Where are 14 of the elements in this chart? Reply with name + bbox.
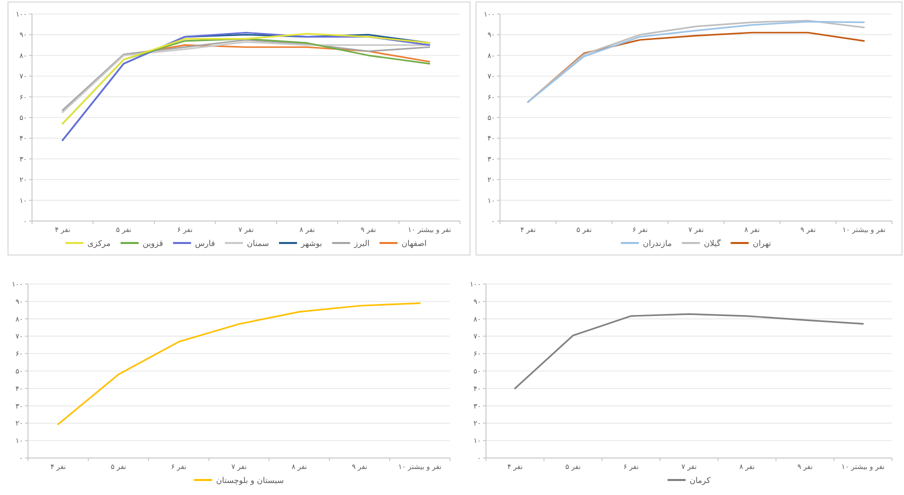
legend-label: تهران [752,239,772,248]
line-series [57,302,421,426]
line-series [514,313,864,390]
legend-label: مرکزی [87,239,111,248]
legend-label: گیلان [704,238,721,248]
legend-label: بوشهر [300,239,322,248]
legend-label: سیستان و بلوچستان [216,476,284,485]
legend-label: کرمان [690,476,711,485]
legend-label: اصفهان [402,239,427,248]
legend-label: سمنان [246,239,270,248]
legend-label: البرز [353,239,370,248]
legend-label: فارس [195,239,216,248]
legend-label: قزوین [142,239,164,248]
legend-label: مازندران [642,239,672,248]
